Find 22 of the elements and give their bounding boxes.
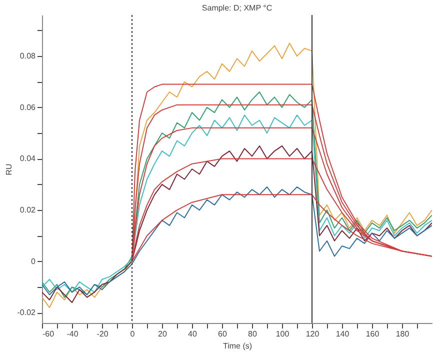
x-tick-label: 100 bbox=[276, 330, 290, 338]
x-tick-label: 80 bbox=[248, 330, 258, 338]
x-tick-label: 60 bbox=[218, 330, 228, 338]
x-tick-label: 20 bbox=[158, 330, 168, 338]
y-tick-label: -0.02 bbox=[17, 308, 36, 318]
y-tick-label: 0 bbox=[31, 256, 36, 266]
x-axis-title: Time (s) bbox=[222, 342, 252, 350]
y-axis-title: RU bbox=[4, 164, 14, 176]
x-tick-label: 0 bbox=[130, 330, 136, 338]
x-tick-label: 180 bbox=[396, 330, 410, 338]
x-tick-label: -60 bbox=[42, 330, 55, 338]
x-tick-label: -20 bbox=[96, 330, 109, 338]
x-tick-label: 120 bbox=[306, 330, 320, 338]
chart-title: Sample: D; XMP °C bbox=[202, 4, 272, 12]
x-tick-label: -40 bbox=[66, 330, 79, 338]
y-tick-label: 0.04 bbox=[20, 154, 36, 164]
y-tick-label: 0.06 bbox=[20, 102, 36, 112]
x-tick-label: 140 bbox=[336, 330, 350, 338]
y-tick-label: 0.02 bbox=[20, 206, 36, 215]
y-tick-label: 0.08 bbox=[20, 52, 36, 61]
x-tick-label: 40 bbox=[188, 330, 198, 338]
x-tick-label: 160 bbox=[366, 330, 380, 338]
